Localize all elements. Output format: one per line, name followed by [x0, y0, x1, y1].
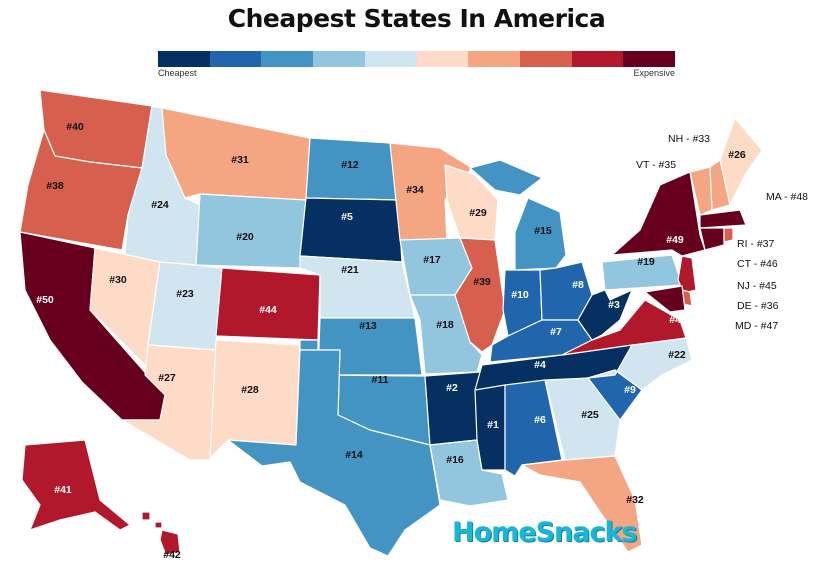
state-label-HI: #42 [163, 549, 181, 561]
map-title: Cheapest States In America [227, 4, 606, 33]
state-label-VA: #43 [669, 314, 687, 326]
legend-swatch-2 [209, 51, 262, 67]
state-label-WA: #40 [66, 121, 84, 133]
state-label-UT: #23 [176, 288, 194, 300]
state-label-TX: #14 [345, 449, 363, 461]
state-label-MN: #34 [406, 184, 424, 196]
state-label-LA: #16 [446, 454, 464, 466]
state-NY [611, 171, 706, 257]
legend-swatch-9 [571, 51, 624, 67]
state-NM [209, 339, 301, 459]
state-label-MT: #31 [231, 154, 249, 166]
state-label-WI: #29 [469, 207, 487, 219]
state-label-WV: #3 [608, 299, 620, 311]
state-label-ND: #12 [341, 159, 359, 171]
state-label-ID: #24 [151, 199, 169, 211]
state-label-NY: #49 [666, 234, 684, 246]
callout-MA: MA - #48 [766, 191, 808, 203]
state-label-IN: #10 [511, 289, 529, 301]
state-label-CA: #50 [36, 294, 54, 306]
state-label-SD: #5 [341, 211, 353, 223]
legend-swatch-3 [261, 51, 314, 67]
state-MD [644, 285, 686, 313]
state-label-AZ: #27 [158, 372, 176, 384]
state-label-ME: #26 [728, 149, 746, 161]
state-label-OR: #38 [46, 180, 64, 192]
state-UT [147, 261, 223, 351]
state-MA [699, 209, 747, 229]
callout-NH: NH - #33 [668, 133, 710, 145]
state-label-SC: #9 [624, 384, 636, 396]
callout-DE: DE - #36 [737, 300, 779, 312]
callout-CT: CT - #46 [737, 258, 778, 270]
state-NC [587, 337, 693, 391]
state-label-PA: #19 [637, 256, 655, 268]
legend-swatch-4 [313, 51, 365, 67]
state-HI [141, 511, 151, 521]
state-RI [723, 227, 734, 243]
legend-swatch-5 [364, 51, 417, 67]
callout-VT: VT - #35 [636, 159, 676, 171]
callout-RI: RI - #37 [737, 238, 775, 250]
state-WV [577, 289, 633, 341]
state-label-GA: #25 [581, 409, 599, 421]
state-label-MI: #15 [534, 225, 552, 237]
legend-low-label: Cheapest [158, 68, 197, 78]
state-label-AL: #6 [534, 414, 546, 426]
state-label-FL: #32 [626, 494, 644, 506]
state-label-NE: #21 [341, 264, 359, 276]
state-label-IL: #39 [473, 276, 491, 288]
state-ME [719, 117, 763, 206]
state-VA [561, 299, 687, 356]
callout-NJ: NJ - #45 [737, 280, 777, 292]
state-FL [521, 455, 643, 553]
state-label-AK: #41 [54, 484, 72, 496]
legend-swatch-10 [623, 51, 676, 67]
state-TX [227, 349, 441, 557]
state-AK [21, 439, 131, 531]
state-IL [454, 237, 506, 353]
state-label-KS: #13 [359, 320, 377, 332]
legend-swatch-7 [468, 51, 520, 67]
state-label-IA: #17 [423, 254, 441, 266]
state-MI [469, 159, 543, 196]
state-CT [699, 227, 725, 251]
state-label-MS: #1 [487, 419, 499, 431]
state-label-WY: #20 [236, 231, 254, 243]
legend-swatch-1 [158, 51, 210, 67]
state-MS [474, 384, 506, 471]
state-GA [544, 377, 621, 461]
state-label-KY: #7 [550, 326, 562, 338]
state-label-OK: #11 [372, 374, 389, 386]
state-SD [299, 197, 403, 263]
state-label-MO: #18 [436, 319, 454, 331]
state-label-NC: #22 [668, 349, 686, 361]
state-HI [154, 521, 163, 529]
legend-swatch-6 [416, 51, 469, 67]
state-label-AR: #2 [446, 382, 458, 394]
state-HI [159, 529, 181, 556]
color-legend [158, 51, 676, 67]
state-label-OH: #8 [572, 279, 584, 291]
state-label-CO: #44 [259, 304, 277, 316]
callout-MD: MD - #47 [735, 320, 778, 332]
state-label-NM: #28 [241, 384, 259, 396]
legend-swatch-8 [519, 51, 572, 67]
state-NV [89, 247, 161, 371]
legend-high-label: Expensive [633, 68, 675, 78]
state-label-NV: #30 [109, 274, 127, 286]
state-label-TN: #4 [534, 359, 546, 371]
homesnacks-logo: HomeSnacks [452, 517, 638, 548]
